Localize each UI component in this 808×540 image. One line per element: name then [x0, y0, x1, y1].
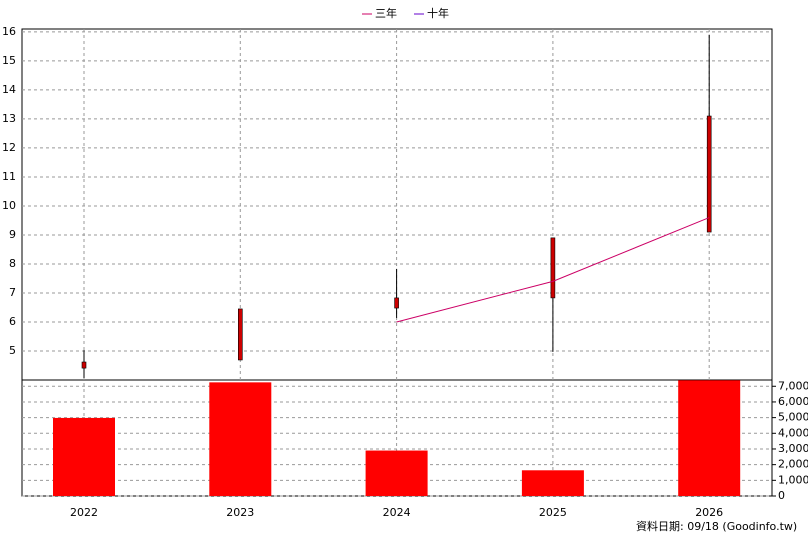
candle-body — [238, 308, 243, 361]
candle-body — [706, 115, 712, 233]
legend-label: 三年 — [375, 6, 397, 20]
y-tick-label: 13 — [2, 112, 16, 125]
y2-tick-label: 4,000 — [778, 426, 808, 439]
x-tick-label: 2024 — [383, 506, 411, 519]
y2-tick-label: 2,000 — [778, 458, 808, 471]
source-note: 資料日期: 09/18 (Goodinfo.tw) — [636, 519, 797, 533]
y-tick-label: 16 — [2, 25, 16, 38]
candle-body — [394, 297, 399, 309]
y2-tick-label: 1,000 — [778, 473, 808, 486]
x-tick-label: 2023 — [226, 506, 254, 519]
legend-label: 十年 — [427, 6, 449, 20]
x-tick-label: 2026 — [695, 506, 723, 519]
y-tick-label: 15 — [2, 54, 16, 67]
candle-body — [550, 237, 556, 299]
candle-body — [81, 361, 87, 369]
y-tick-label: 5 — [9, 344, 16, 357]
volume-bar — [678, 380, 741, 496]
volume-bar — [209, 382, 272, 496]
y2-tick-label: 0 — [778, 489, 785, 502]
y-tick-label: 6 — [9, 315, 16, 328]
y-tick-label: 14 — [2, 83, 16, 96]
y-tick-label: 9 — [9, 228, 16, 241]
volume-bar — [365, 450, 428, 496]
y-tick-label: 10 — [2, 199, 16, 212]
y-tick-label: 11 — [2, 170, 16, 183]
y2-tick-label: 3,000 — [778, 442, 808, 455]
volume-bar — [53, 417, 115, 496]
y2-tick-label: 5,000 — [778, 411, 808, 424]
y-tick-label: 12 — [2, 141, 16, 154]
x-tick-label: 2022 — [70, 506, 98, 519]
y2-tick-label: 7,000 — [778, 379, 808, 392]
volume-bar — [521, 470, 584, 496]
y2-tick-label: 6,000 — [778, 395, 808, 408]
y-tick-label: 8 — [9, 257, 16, 270]
x-tick-label: 2025 — [539, 506, 567, 519]
plot-frame — [21, 28, 773, 497]
line-series — [396, 217, 710, 323]
y-tick-label: 7 — [9, 286, 16, 299]
